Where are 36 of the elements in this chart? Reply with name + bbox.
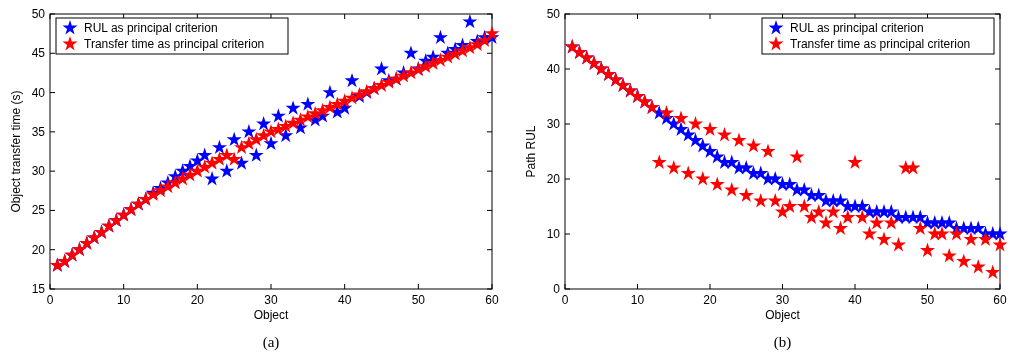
- x-tick-label: 20: [190, 293, 205, 307]
- y-axis-title: Path RUL: [524, 125, 538, 178]
- legend-label: RUL as principal criterion: [84, 21, 218, 35]
- y-tick-label: 45: [31, 46, 46, 61]
- y-tick-label: 35: [31, 124, 46, 139]
- y-tick-label: 40: [546, 62, 561, 76]
- legend-label: Transfer time as principal criterion: [84, 37, 265, 51]
- text: (a): [262, 334, 280, 351]
- x-tick-label: 20: [703, 293, 717, 307]
- x-axis-title: Object: [253, 308, 289, 322]
- y-tick-label: 25: [31, 203, 46, 218]
- x-tick-label: 30: [264, 293, 278, 307]
- x-axis-title: Object: [765, 308, 801, 322]
- y-tick-label: 20: [546, 172, 561, 186]
- y-tick-label: 50: [31, 7, 46, 21]
- x-tick-label: 50: [411, 293, 426, 307]
- y-tick-label: 15: [31, 282, 46, 296]
- legend-label: RUL as principal criterion: [790, 21, 924, 35]
- y-tick-label: 50: [546, 7, 561, 21]
- x-tick-label: 60: [485, 293, 499, 307]
- x-tick-label: 60: [993, 293, 1007, 307]
- y-tick-label: 30: [546, 117, 561, 131]
- x-tick-label: 40: [848, 293, 862, 307]
- text: (b): [773, 334, 792, 351]
- y-tick-label: 10: [546, 227, 561, 241]
- x-tick-label: 40: [337, 293, 352, 307]
- x-tick-label: 30: [775, 293, 790, 307]
- legend-label: Transfer time as principal criterion: [790, 37, 971, 51]
- x-tick-label: 50: [920, 293, 935, 307]
- x-tick-label: 10: [630, 293, 645, 307]
- y-axis-title: Object transfer time (s): [9, 90, 23, 213]
- y-tick-label: 0: [553, 282, 561, 296]
- x-tick-label: 10: [116, 293, 131, 307]
- y-tick-label: 40: [31, 85, 46, 100]
- y-tick-label: 20: [31, 242, 46, 257]
- y-tick-label: 30: [31, 164, 46, 179]
